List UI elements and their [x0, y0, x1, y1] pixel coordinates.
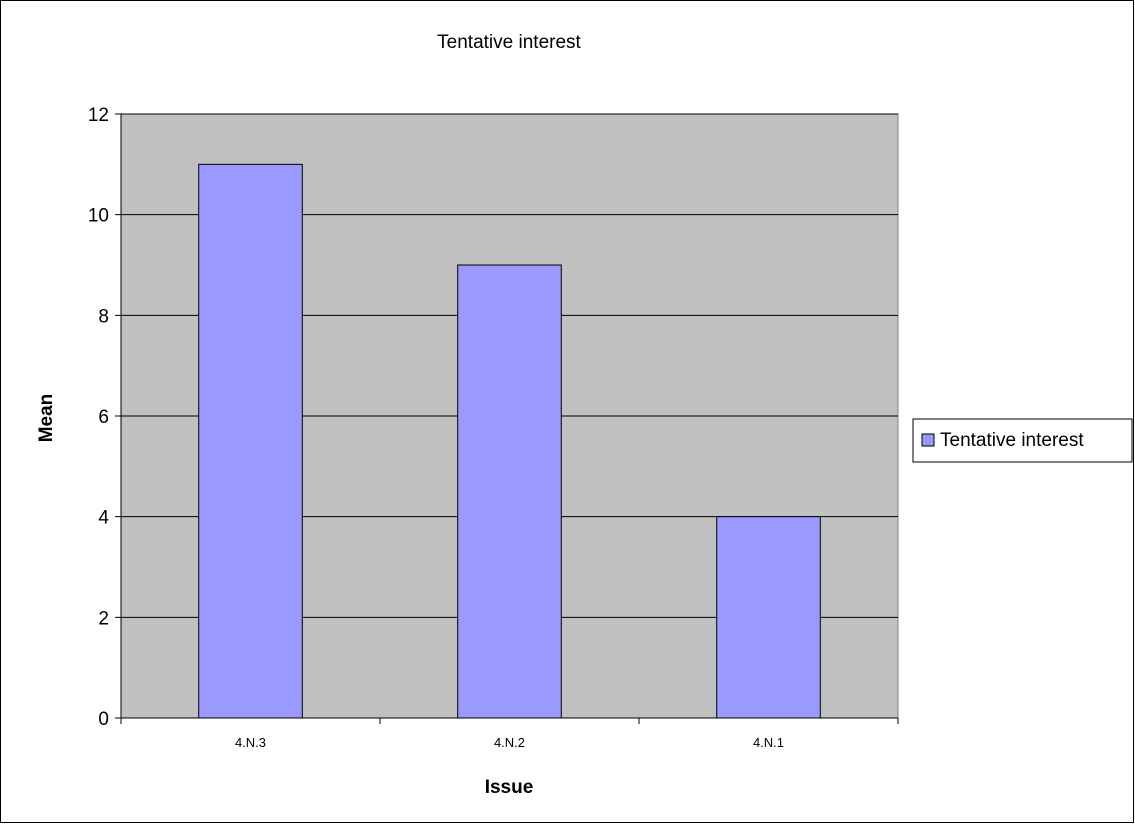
bars	[198, 163, 821, 719]
x-axis-label: Issue	[485, 777, 534, 798]
y-tick-label: 12	[88, 105, 109, 126]
legend-label: Tentative interest	[940, 430, 1084, 451]
bar-4-n-2	[457, 264, 562, 719]
x-tick-label: 4.N.3	[235, 735, 266, 750]
legend-swatch	[921, 433, 935, 447]
x-tick-label: 4.N.2	[494, 735, 525, 750]
y-tick-label: 8	[98, 306, 109, 327]
y-tick-label: 6	[98, 407, 109, 428]
y-tick-label: 4	[98, 508, 109, 529]
x-tick-label: 4.N.1	[753, 735, 784, 750]
x-axis: 4.N.3 4.N.2 4.N.1	[120, 717, 899, 750]
y-axis: 0 2 4 6 8 10 12	[88, 105, 122, 730]
y-tick-label: 2	[98, 608, 109, 629]
y-axis-label: Mean	[36, 394, 57, 443]
y-tick-label: 0	[98, 709, 109, 730]
bar-4-n-3	[198, 163, 303, 719]
bar-4-n-1	[716, 516, 821, 719]
y-tick-label: 10	[88, 206, 109, 227]
legend-box	[912, 418, 1133, 463]
legend: Tentative interest	[912, 418, 1133, 463]
chart-title: Tentative interest	[437, 32, 581, 53]
